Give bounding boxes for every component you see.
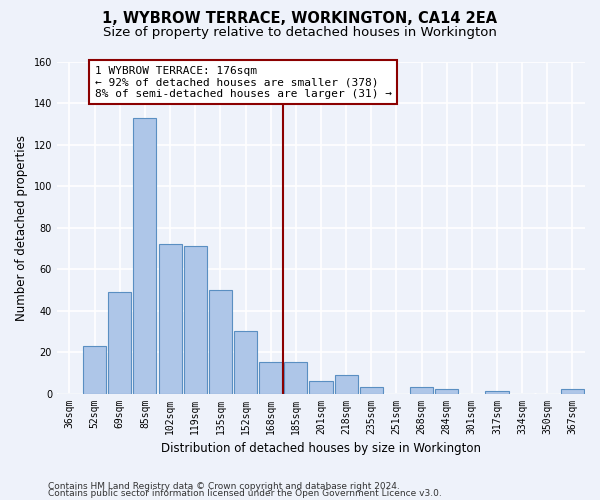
Bar xyxy=(234,332,257,394)
Bar xyxy=(359,388,383,394)
Bar xyxy=(485,392,509,394)
Y-axis label: Number of detached properties: Number of detached properties xyxy=(15,134,28,320)
Bar xyxy=(561,390,584,394)
Bar xyxy=(184,246,207,394)
Text: 1, WYBROW TERRACE, WORKINGTON, CA14 2EA: 1, WYBROW TERRACE, WORKINGTON, CA14 2EA xyxy=(103,11,497,26)
Text: Size of property relative to detached houses in Workington: Size of property relative to detached ho… xyxy=(103,26,497,39)
Text: Contains public sector information licensed under the Open Government Licence v3: Contains public sector information licen… xyxy=(48,490,442,498)
Bar xyxy=(209,290,232,394)
Bar xyxy=(284,362,307,394)
Bar xyxy=(335,375,358,394)
Text: Contains HM Land Registry data © Crown copyright and database right 2024.: Contains HM Land Registry data © Crown c… xyxy=(48,482,400,491)
Bar xyxy=(108,292,131,394)
X-axis label: Distribution of detached houses by size in Workington: Distribution of detached houses by size … xyxy=(161,442,481,455)
Bar xyxy=(259,362,282,394)
Bar xyxy=(310,381,332,394)
Text: 1 WYBROW TERRACE: 176sqm
← 92% of detached houses are smaller (378)
8% of semi-d: 1 WYBROW TERRACE: 176sqm ← 92% of detach… xyxy=(95,66,392,99)
Bar xyxy=(410,388,433,394)
Bar xyxy=(133,118,157,394)
Bar xyxy=(158,244,182,394)
Bar xyxy=(435,390,458,394)
Bar xyxy=(83,346,106,394)
